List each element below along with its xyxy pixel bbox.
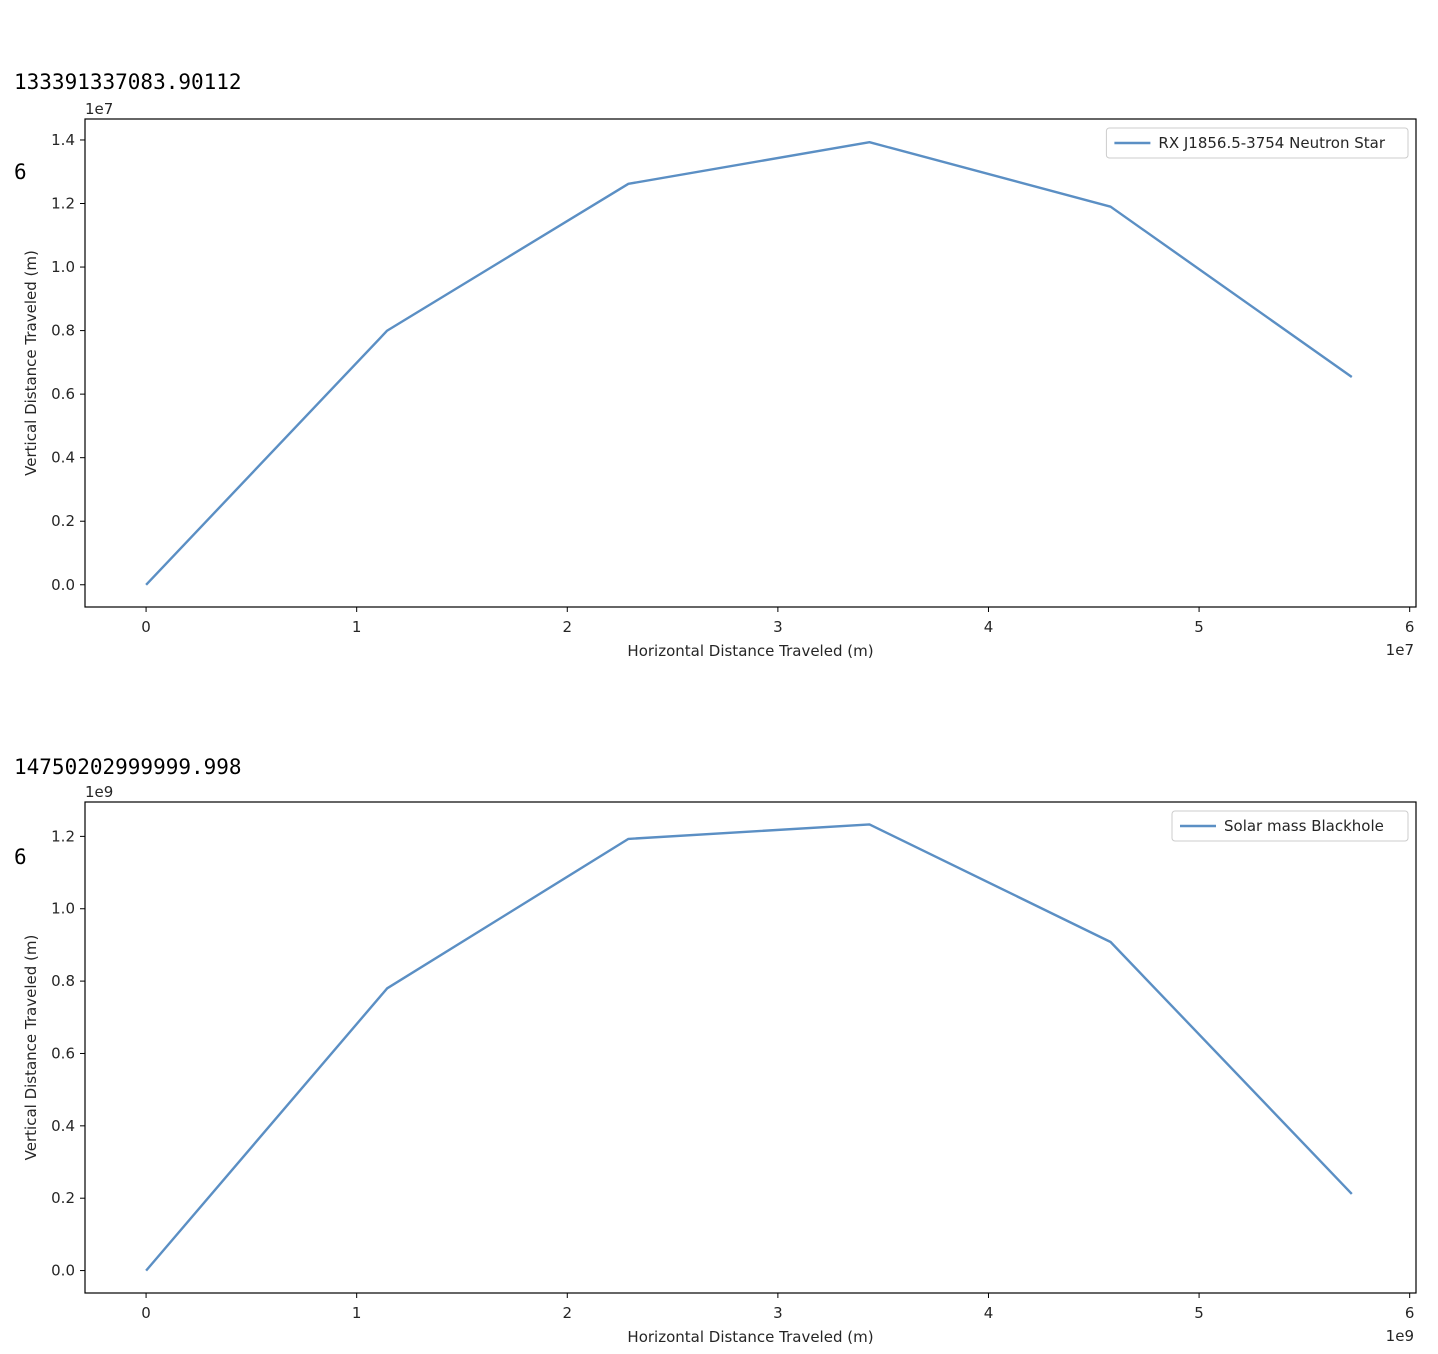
x-tick-label: 3 bbox=[773, 1304, 783, 1322]
x-tick-label: 2 bbox=[563, 1304, 573, 1322]
x-tick-label: 1 bbox=[352, 1304, 362, 1322]
legend-box bbox=[1171, 810, 1409, 842]
y-offset-text: 1e7 bbox=[85, 100, 113, 118]
cell-output-2: 14750202999999.998 6 bbox=[14, 692, 242, 902]
y-tick-label: 0.4 bbox=[51, 449, 75, 467]
y-tick-label: 0.2 bbox=[51, 512, 75, 530]
y-tick-label: 0.4 bbox=[51, 1117, 75, 1135]
y-tick-label: 0.2 bbox=[51, 1189, 75, 1207]
x-tick-label: 5 bbox=[1194, 618, 1204, 636]
x-tick-label: 0 bbox=[141, 618, 151, 636]
plot-frame bbox=[84, 801, 1417, 1294]
chart-blackhole: 0.0 0.2 0.4 0.6 0.8 1.0 1.2 0 1 2 3 4 5 6 1e9 1e9 Horizo… bbox=[0, 781, 1438, 1354]
output-value: 14750202999999.998 bbox=[14, 755, 242, 779]
legend-label: Solar mass Blackhole bbox=[1224, 817, 1384, 835]
x-tick-label: 0 bbox=[141, 1304, 151, 1322]
output-count: 6 bbox=[14, 160, 27, 184]
y-tick-label: 0.8 bbox=[51, 322, 75, 340]
legend-box bbox=[1105, 127, 1409, 159]
y-axis-label: Vertical Distance Traveled (m) bbox=[22, 935, 40, 1161]
y-tick-label: 0.6 bbox=[51, 1044, 75, 1062]
y-tick-label: 1.4 bbox=[51, 131, 75, 149]
x-tick-label: 4 bbox=[984, 1304, 994, 1322]
y-tick-label: 1.0 bbox=[51, 900, 75, 918]
x-tick-label: 5 bbox=[1194, 1304, 1204, 1322]
y-tick-label: 1.2 bbox=[51, 195, 75, 213]
output-count: 6 bbox=[14, 845, 27, 869]
legend-label: RX J1856.5-3754 Neutron Star bbox=[1158, 134, 1385, 152]
series-line bbox=[145, 141, 1353, 586]
cell-output-1: 133391337083.90112 6 bbox=[14, 7, 242, 217]
y-tick-label: 1.0 bbox=[51, 258, 75, 276]
x-offset-text: 1e7 bbox=[1386, 641, 1414, 659]
x-offset-text: 1e9 bbox=[1386, 1327, 1414, 1345]
y-axis-label: Vertical Distance Traveled (m) bbox=[22, 250, 40, 476]
x-tick-label: 6 bbox=[1405, 1304, 1415, 1322]
output-value: 133391337083.90112 bbox=[14, 70, 242, 94]
y-tick-label: 0.0 bbox=[51, 1262, 75, 1280]
y-tick-label: 0.8 bbox=[51, 972, 75, 990]
y-tick-label: 0.6 bbox=[51, 385, 75, 403]
chart-svg: 0.0 0.2 0.4 0.6 0.8 1.0 1.2 1.4 0 1 2 3 4 5 6 1e7 1e7 Hor… bbox=[22, 100, 1417, 660]
x-axis-label: Horizontal Distance Traveled (m) bbox=[627, 1328, 873, 1346]
x-tick-label: 2 bbox=[563, 618, 573, 636]
x-tick-label: 6 bbox=[1405, 618, 1415, 636]
x-tick-label: 4 bbox=[984, 618, 994, 636]
x-tick-label: 1 bbox=[352, 618, 362, 636]
y-tick-label: 0.0 bbox=[51, 576, 75, 594]
chart-neutron-star: 0.0 0.2 0.4 0.6 0.8 1.0 1.2 1.4 0 1 2 3 4 5 6 1e7 1e7 Hor… bbox=[0, 96, 1438, 672]
y-tick-label: 1.2 bbox=[51, 827, 75, 845]
x-tick-label: 3 bbox=[773, 618, 783, 636]
plot-frame bbox=[84, 118, 1417, 608]
y-offset-text: 1e9 bbox=[85, 783, 113, 801]
series-line bbox=[145, 823, 1353, 1272]
chart-svg: 0.0 0.2 0.4 0.6 0.8 1.0 1.2 0 1 2 3 4 5 6 1e9 1e9 Horizo… bbox=[22, 783, 1417, 1346]
x-axis-label: Horizontal Distance Traveled (m) bbox=[627, 642, 873, 660]
